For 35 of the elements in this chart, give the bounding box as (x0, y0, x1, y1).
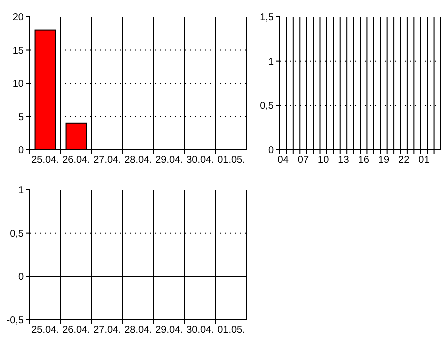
x-tick-label: 19 (378, 155, 390, 166)
x-tick-label: 22 (398, 155, 410, 166)
x-tick-label: 30.04. (186, 155, 214, 166)
x-tick-label: 29.04. (156, 155, 184, 166)
x-tick-label: 28.04. (124, 325, 152, 336)
x-tick-label: 07 (298, 155, 310, 166)
x-tick-label: 16 (358, 155, 370, 166)
x-tick-label: 04 (278, 155, 290, 166)
y-tick-label: 0,5 (10, 228, 24, 240)
x-tick-label: 13 (338, 155, 350, 166)
y-tick-label: 1 (18, 186, 24, 196)
y-tick-label: 5 (18, 112, 24, 124)
y-tick-label: -0,5 (6, 316, 24, 326)
x-tick-label: 30.04. (186, 325, 214, 336)
y-tick-label: 10 (12, 79, 24, 90)
x-tick-label: 26.04. (62, 325, 90, 336)
y-tick-label: 0 (268, 146, 274, 156)
x-tick-label: 29.04. (156, 325, 184, 336)
x-tick-label: 10 (318, 155, 330, 166)
x-tick-label: 27.04. (94, 325, 122, 336)
y-tick-label: 20 (12, 12, 24, 24)
y-tick-label: 1 (268, 56, 274, 68)
y-tick-label: 0,5 (260, 101, 274, 112)
y-tick-label: 0 (18, 272, 24, 284)
x-tick-label: 27.04. (94, 155, 122, 166)
x-tick-label: 28.04. (124, 155, 152, 166)
x-tick-label: 01 (418, 155, 430, 166)
x-tick-label: 01.05. (218, 325, 246, 336)
x-tick-label: 01.05. (218, 155, 246, 166)
x-tick-label: 25.04. (32, 155, 60, 166)
x-tick-label: 25.04. (32, 325, 60, 336)
y-tick-label: 15 (12, 46, 24, 57)
x-tick-label: 26.04. (62, 155, 90, 166)
y-tick-label: 1,5 (260, 12, 274, 24)
y-tick-label: 0 (18, 146, 24, 156)
